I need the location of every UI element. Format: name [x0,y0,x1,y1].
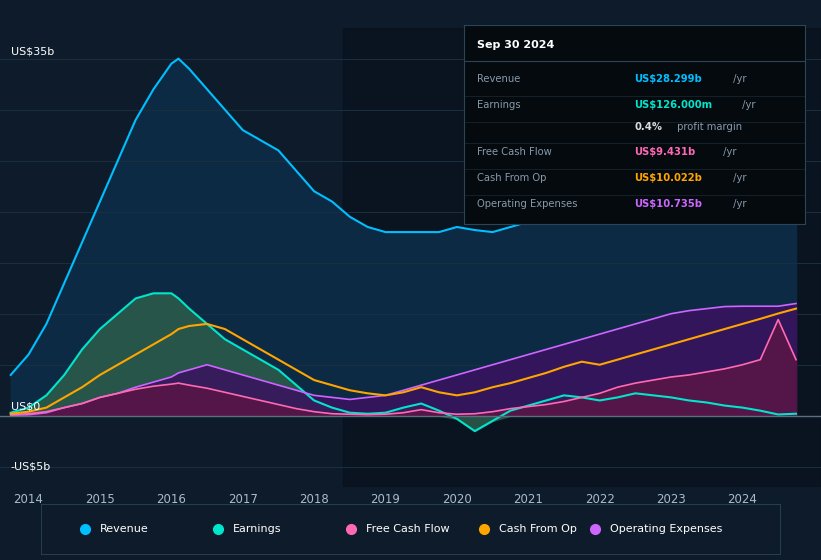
Text: /yr: /yr [730,199,746,209]
Text: US$10.735b: US$10.735b [635,199,702,209]
Text: profit margin: profit margin [674,122,742,132]
Text: US$0: US$0 [11,402,40,412]
Text: Cash From Op: Cash From Op [478,173,547,183]
Text: 0.4%: 0.4% [635,122,663,132]
Text: /yr: /yr [720,147,737,157]
Text: /yr: /yr [730,74,746,84]
Bar [342,28,821,487]
Text: Operating Expenses: Operating Expenses [610,524,722,534]
Text: US$35b: US$35b [11,46,54,57]
Text: US$9.431b: US$9.431b [635,147,695,157]
Text: /yr: /yr [739,100,755,110]
Text: Cash From Op: Cash From Op [499,524,577,534]
Text: Earnings: Earnings [478,100,521,110]
Text: Revenue: Revenue [478,74,521,84]
Text: US$126.000m: US$126.000m [635,100,713,110]
Text: /yr: /yr [730,173,746,183]
Text: Revenue: Revenue [100,524,149,534]
Text: Operating Expenses: Operating Expenses [478,199,578,209]
Text: US$10.022b: US$10.022b [635,173,702,183]
Text: Sep 30 2024: Sep 30 2024 [478,40,555,50]
Text: Free Cash Flow: Free Cash Flow [478,147,553,157]
Text: -US$5b: -US$5b [11,462,51,472]
Text: US$28.299b: US$28.299b [635,74,702,84]
Text: Free Cash Flow: Free Cash Flow [366,524,450,534]
Text: Earnings: Earnings [233,524,282,534]
